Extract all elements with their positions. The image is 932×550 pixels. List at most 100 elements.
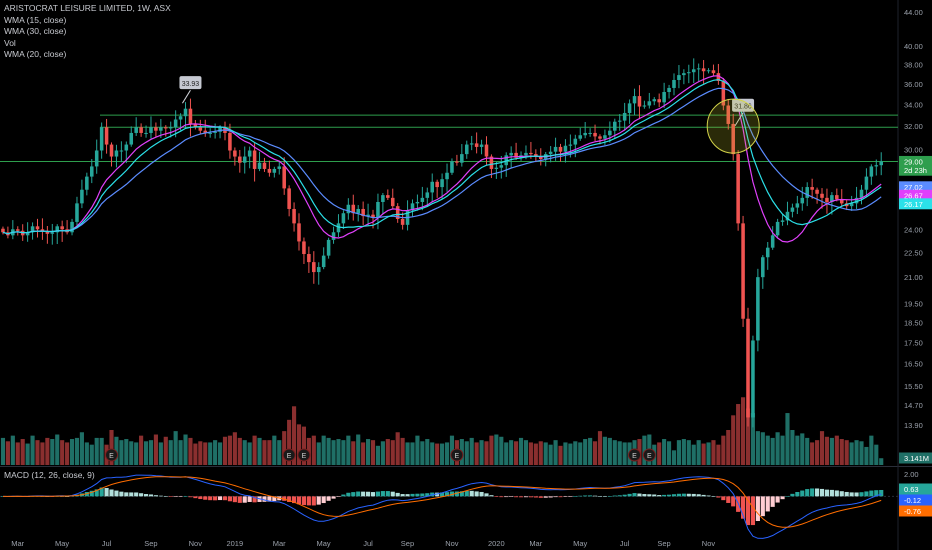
candle [193,120,198,130]
wma20-line [2,78,882,235]
macd-histogram-bar [114,490,119,497]
price-scale-label: 24.00 [904,225,923,234]
macd-badge-0-text: 0.63 [904,485,919,494]
earnings-marker-3[interactable]: E [450,448,464,462]
earnings-marker-4[interactable]: E [628,448,642,462]
candle-body [164,127,168,129]
macd-histogram-bar [415,493,420,497]
candle [331,226,336,244]
chart-title[interactable]: ARISTOCRAT LEISURE LIMITED, 1W, ASX [4,3,171,13]
earnings-marker-1[interactable]: E [282,448,296,462]
candle-body [94,150,99,167]
volume-bar [385,439,390,465]
candle [622,102,627,131]
macd-histogram-bar [701,494,706,497]
candle-body [494,167,499,169]
macd-histogram-bar [331,496,336,499]
volume-bar [183,434,188,465]
macd-histogram-bar [217,496,223,501]
earnings-marker-5[interactable]: E [642,448,656,462]
candle [346,198,351,220]
candle [223,121,227,141]
macd-legend-label[interactable]: MACD (12, 26, close, 9) [4,470,95,480]
volume-bar [139,435,144,465]
indicator-badge-1: 26.67 [899,189,932,201]
candle [109,142,114,167]
volume-bar [760,432,765,465]
volume-bar [173,431,178,465]
volume-bar [824,436,830,465]
macd-histogram-bar [795,492,800,497]
legend-wma30[interactable]: WMA (30, close) [4,26,67,36]
candle [435,179,439,198]
candle [164,125,168,137]
candle-body [366,214,370,217]
candle [144,125,148,138]
macd-histogram-bar [509,496,514,497]
volume-bar [548,444,553,465]
earnings-marker-2[interactable]: E [297,448,311,462]
candle [381,192,385,215]
macd-histogram-bar [474,491,479,497]
legend-wma20[interactable]: WMA (20, close) [4,49,67,59]
candle-body [361,208,365,217]
candle [825,188,829,214]
legend-wma15[interactable]: WMA (15, close) [4,14,67,25]
candle-body [346,204,351,214]
macd-histogram-bar [785,496,790,497]
macd-histogram-bar [326,496,331,501]
volume-badge: 3.141M [899,452,932,464]
candle [277,160,282,175]
volume-bar [706,442,711,465]
volume-bar [805,437,810,465]
volume-bar [864,446,869,465]
candle-body [193,123,198,128]
macd-histogram-bar [612,495,617,497]
volume-bar [25,443,30,465]
candle [711,64,716,77]
indicator-badge-1-bg [899,189,932,201]
earnings-marker-circle [628,448,642,462]
candle-body [139,127,143,133]
candle-body [198,127,203,131]
volume-bar [65,442,70,465]
candle [795,195,800,215]
volume-bar [859,441,864,465]
indicator-badge-0: 27.02 [899,181,932,193]
volume-bar [568,443,573,465]
legend-volume[interactable]: Vol [4,37,16,48]
price-scale-label: 40.00 [904,42,923,51]
last-price-badge-1: 2d 23h [899,164,932,176]
volume-bar [158,442,163,465]
candle-body [652,99,657,102]
macd-histogram-bar [711,496,716,497]
candle [405,200,410,231]
candle-body [85,176,89,190]
macd-histogram-bar [514,496,519,498]
candle-body [598,136,602,139]
candle-body [129,132,134,145]
candle [267,160,272,177]
candle-body [149,127,153,133]
candle [6,226,10,239]
volume-bar [370,440,376,465]
macd-histogram-bar [291,496,297,504]
macd-histogram-bar [361,491,366,497]
price-callout-0[interactable]: 33.93 [179,76,202,104]
macd-badge-1-bg [899,494,932,506]
candle [775,218,780,239]
volume-bar [469,437,474,465]
candle-body [504,155,509,166]
candle-body [144,132,148,134]
candle-body [267,168,272,173]
time-axis-label: Nov [189,539,203,548]
price-callout-1[interactable]: 31.86 [732,98,755,127]
volume-bar [750,413,756,465]
macd-histogram-bar [819,488,825,497]
earnings-marker-0[interactable]: E [105,448,119,462]
volume-bar [232,432,237,465]
candle [297,213,301,251]
volume-bar [227,435,232,465]
macd-histogram-bar [148,494,154,497]
